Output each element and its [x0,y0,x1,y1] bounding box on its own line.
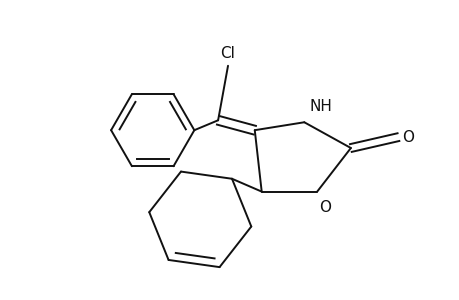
Text: O: O [402,130,414,145]
Text: O: O [319,200,330,214]
Text: NH: NH [308,99,331,114]
Text: Cl: Cl [220,46,235,61]
